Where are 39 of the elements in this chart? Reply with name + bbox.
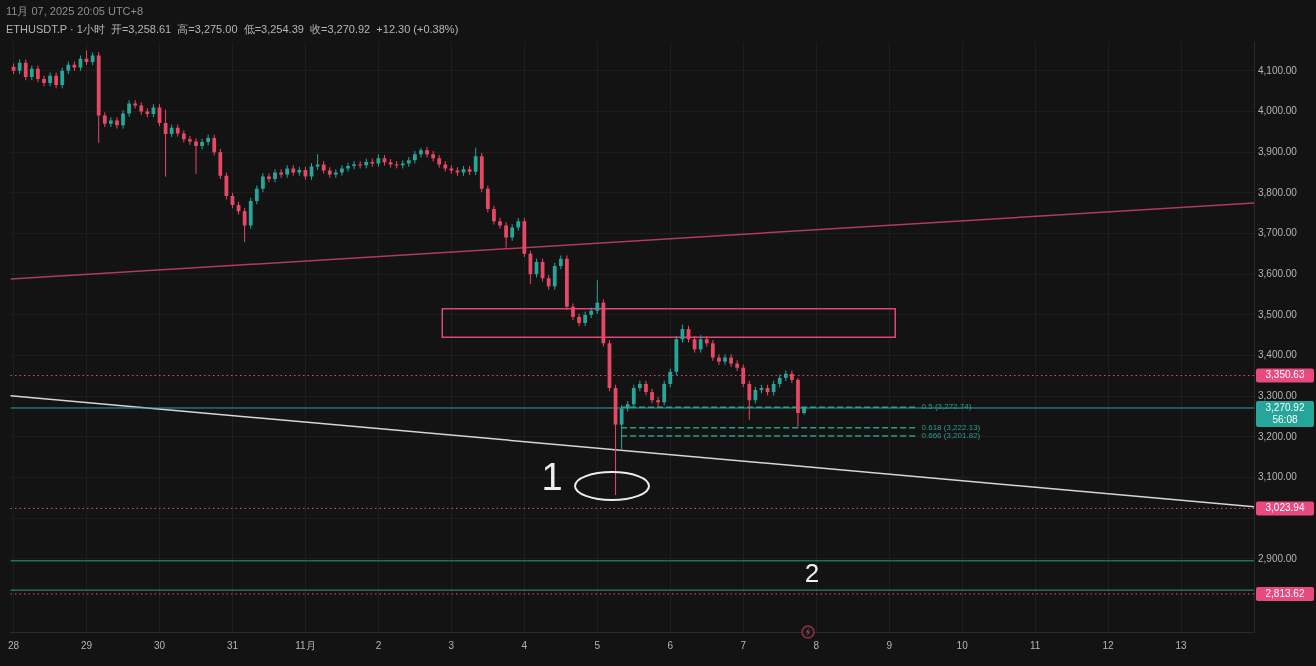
x-tick-label: 6 — [667, 639, 674, 651]
y-tick-label: 3,200.00 — [1257, 430, 1298, 442]
y-tick-label: 4,000.00 — [1257, 105, 1298, 117]
x-tick-label: 13 — [1175, 639, 1188, 651]
annotation: 1 — [541, 456, 563, 499]
x-tick-label: 7 — [740, 639, 747, 651]
x-tick-label: 3 — [448, 639, 455, 651]
x-tick-label: 30 — [153, 639, 166, 651]
ref-line-label: 3,023.94 — [1265, 502, 1305, 514]
x-tick-label: 28 — [8, 639, 20, 651]
y-tick-label: 3,800.00 — [1257, 186, 1298, 198]
chart-title: 11月 07, 2025 20:05 UTC+8 — [6, 4, 144, 17]
x-tick-label: 11 — [1029, 639, 1041, 651]
y-tick-label: 4,100.00 — [1257, 64, 1298, 76]
x-tick-label: 5 — [594, 639, 601, 651]
ref-line-label: 3,350.63 — [1265, 369, 1305, 381]
x-tick-label: 8 — [813, 639, 820, 651]
series-label: 0.618 (3,222.13) — [921, 423, 981, 433]
x-tick-label: 4 — [521, 639, 528, 651]
y-tick-label: 3,600.00 — [1257, 267, 1298, 279]
x-tick-label: 10 — [956, 639, 969, 651]
y-tick-label: 3,900.00 — [1257, 145, 1298, 157]
ref-line-label: 2,813.62 — [1265, 587, 1305, 599]
x-tick-label: 9 — [886, 639, 893, 651]
y-tick-label: 2,900.00 — [1257, 552, 1298, 564]
chart-subtitle: ETHUSDT.P · 1小时 开=3,258.61 高=3,275.00 低=3,254.39 收=3,270.92 +12.30 (+0.38%) — [6, 22, 459, 35]
y-tick-label: 3,100.00 — [1257, 471, 1298, 483]
x-tick-label: 11月 — [295, 639, 316, 651]
x-tick-label: 31 — [226, 639, 239, 651]
y-tick-label: 3,400.00 — [1257, 349, 1298, 361]
series-label: 0.666 (3,201.82) — [921, 431, 981, 441]
y-tick-label: 3,300.00 — [1257, 389, 1298, 401]
annotation: 2 — [804, 558, 820, 589]
ref-line-label: 3,270.92 56:08 — [1265, 401, 1305, 425]
x-tick-label: 2 — [375, 639, 382, 651]
y-tick-label: 3,500.00 — [1257, 308, 1298, 320]
x-tick-label: 12 — [1102, 639, 1115, 651]
x-tick-label: 29 — [80, 639, 93, 651]
y-tick-label: 3,700.00 — [1257, 227, 1298, 239]
